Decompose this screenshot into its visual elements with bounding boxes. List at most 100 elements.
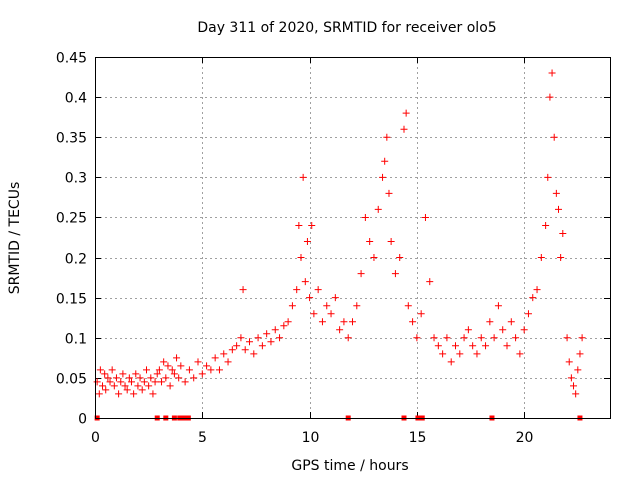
data-point	[452, 342, 459, 350]
data-point	[153, 370, 161, 378]
data-point	[132, 370, 140, 378]
data-point	[336, 326, 344, 334]
data-point	[276, 334, 284, 342]
data-point	[308, 221, 316, 229]
data-point	[185, 366, 193, 374]
data-point	[147, 374, 155, 382]
data-point	[233, 342, 241, 350]
x-tick-label: 20	[516, 430, 534, 446]
y-axis-title: SRMTID / TECUs	[7, 182, 23, 295]
data-point	[168, 366, 176, 374]
data-point	[211, 354, 219, 362]
x-axis-title: GPS time / hours	[291, 458, 408, 474]
y-tick-label: 0.1	[65, 332, 87, 348]
data-point	[426, 278, 434, 286]
data-point	[379, 173, 387, 181]
data-point	[391, 270, 399, 278]
data-point	[151, 378, 159, 386]
data-point	[340, 318, 348, 326]
data-point	[250, 350, 258, 358]
x-tick-label: 5	[198, 430, 207, 446]
x-axis: 0 5 10 15 20	[91, 57, 533, 446]
data-point	[443, 334, 451, 342]
plot-frame	[95, 57, 611, 419]
data-point	[149, 390, 157, 398]
grid	[95, 57, 610, 418]
data-point	[499, 326, 507, 334]
data-point	[387, 238, 395, 246]
data-point	[402, 109, 410, 117]
data-point	[145, 382, 153, 390]
data-point	[143, 366, 150, 374]
data-point	[473, 350, 481, 358]
data-point	[417, 310, 425, 318]
data-point	[524, 310, 532, 318]
data-point	[306, 294, 314, 302]
data-point	[280, 322, 288, 330]
data-point	[552, 189, 560, 197]
data-point	[383, 133, 391, 141]
data-point	[374, 205, 382, 213]
y-tick-label: 0	[78, 412, 87, 428]
data-point	[447, 358, 455, 366]
data-point	[576, 350, 584, 358]
data-point	[456, 350, 464, 358]
data-point	[246, 338, 253, 346]
data-point	[370, 254, 378, 262]
data-point	[430, 334, 438, 342]
data-point	[162, 374, 170, 382]
data-point	[327, 310, 335, 318]
data-point	[160, 358, 168, 366]
data-point	[104, 374, 112, 382]
data-point	[533, 286, 541, 294]
data-point	[190, 374, 198, 382]
data-point	[99, 382, 107, 390]
data-point	[220, 350, 228, 358]
data-point	[572, 390, 580, 398]
data-point	[177, 362, 185, 370]
data-point	[101, 370, 109, 378]
data-point	[413, 334, 421, 342]
data-point	[570, 382, 578, 390]
data-point	[578, 334, 586, 342]
data-point	[434, 342, 442, 350]
data-point	[198, 370, 206, 378]
data-point	[563, 334, 571, 342]
data-point	[117, 378, 125, 386]
data-point	[318, 318, 326, 326]
data-point	[164, 362, 172, 370]
y-tick-label: 0.15	[56, 292, 87, 308]
data-point	[297, 254, 305, 262]
data-point	[108, 366, 116, 374]
data-point	[494, 302, 502, 310]
data-point	[314, 286, 322, 294]
data-point	[503, 342, 511, 350]
data-point	[353, 302, 361, 310]
data-point	[460, 334, 468, 342]
data-point	[567, 374, 575, 382]
data-point	[140, 378, 148, 386]
data-point	[303, 238, 311, 246]
data-points	[93, 69, 586, 421]
data-point	[400, 125, 408, 133]
data-point	[574, 366, 582, 374]
data-point	[537, 254, 545, 262]
data-point	[158, 378, 166, 386]
data-point	[119, 370, 127, 378]
y-axis: 0 0.05 0.1 0.15 0.2 0.25 0.3 0.35 0.4 0.45	[56, 51, 610, 428]
data-point	[224, 358, 232, 366]
y-tick-label: 0.2	[65, 252, 87, 268]
chart-title: Day 311 of 2020, SRMTID for receiver olo…	[197, 20, 496, 36]
data-point	[175, 374, 183, 382]
data-point	[557, 254, 565, 262]
data-point	[194, 358, 202, 366]
data-point	[215, 366, 223, 374]
data-point	[366, 238, 374, 246]
data-point	[361, 213, 369, 221]
data-point	[490, 334, 498, 342]
data-point	[170, 370, 178, 378]
data-point	[181, 378, 189, 386]
x-tick-label: 10	[302, 430, 320, 446]
data-point	[155, 366, 163, 374]
